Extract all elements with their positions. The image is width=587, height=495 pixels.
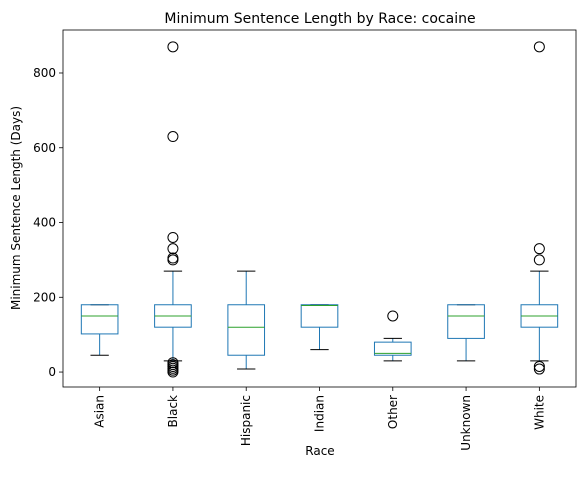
y-tick-label: 200 — [33, 290, 56, 304]
chart-title: Minimum Sentence Length by Race: cocaine — [164, 11, 475, 27]
box-iqr — [227, 304, 266, 356]
outlier-point — [387, 310, 399, 322]
outlier-point — [167, 243, 179, 255]
box-iqr — [300, 304, 339, 328]
x-tick-label: Asian — [93, 395, 107, 428]
y-tick-label: 600 — [33, 141, 56, 155]
y-tick-label: 800 — [33, 66, 56, 80]
outlier-point — [533, 360, 545, 372]
y-tick-label: 400 — [33, 216, 56, 230]
y-tick-label: 0 — [48, 365, 56, 379]
x-axis-label: Race — [305, 444, 334, 458]
outlier-point — [533, 363, 545, 375]
plot-area: 0 200 400 600 800 Asian Black Hispanic Indian Oth… — [33, 41, 559, 451]
x-tick-label: Hispanic — [239, 395, 253, 446]
outlier-point — [167, 131, 179, 143]
outlier-point — [167, 41, 179, 53]
outlier-point — [533, 41, 545, 53]
x-tick-label: Indian — [313, 395, 327, 432]
x-tick-label: White — [532, 395, 546, 430]
outlier-point — [533, 243, 545, 255]
outlier-point — [533, 254, 545, 266]
outlier-point — [167, 357, 179, 369]
y-axis-label: Minimum Sentence Length (Days) — [9, 106, 23, 310]
outlier-point — [167, 252, 179, 264]
box-iqr — [80, 304, 119, 335]
outlier-point — [167, 231, 179, 243]
axes-frame — [62, 29, 577, 388]
box-iqr — [373, 341, 412, 356]
box-iqr — [447, 304, 485, 339]
x-tick-label: Black — [166, 395, 180, 428]
x-tick-label: Unknown — [459, 395, 473, 451]
x-tick-label: Other — [386, 395, 400, 429]
